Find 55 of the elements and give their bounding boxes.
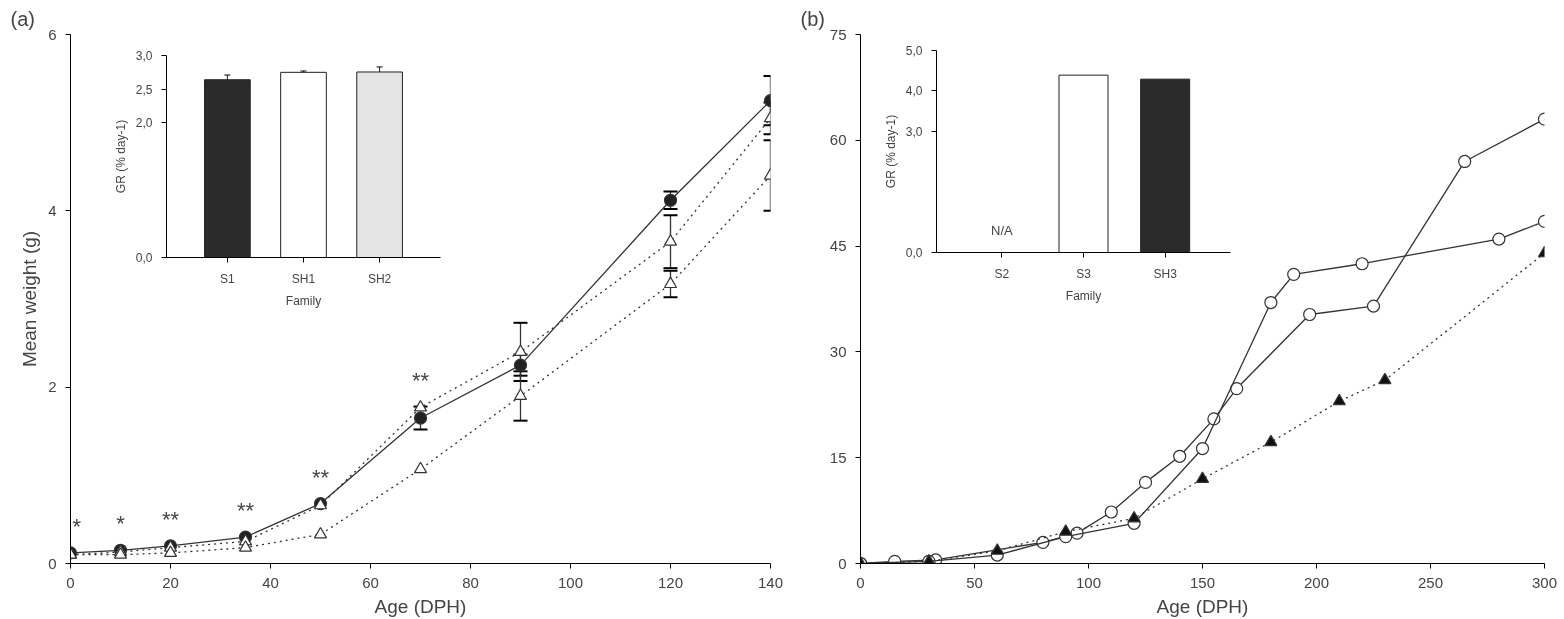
x-tick-label: 300 — [1531, 573, 1558, 591]
y-tick-label: 2 — [48, 378, 57, 396]
x-tick-label: 120 — [657, 573, 684, 591]
y-tick-label: 6 — [48, 25, 57, 43]
x-tick-label: 20 — [162, 573, 179, 591]
x-tick-label: 80 — [462, 573, 479, 591]
x-axis-title: Family — [1065, 288, 1102, 303]
y-tick-label: 2,5 — [135, 82, 153, 97]
x-tick-label: 60 — [362, 573, 379, 591]
x-axis-title: Age (DPH) — [374, 595, 467, 617]
x-tick-label: 140 — [757, 573, 784, 591]
y-tick-label: 2,0 — [135, 116, 153, 131]
x-tick-label: 100 — [557, 573, 584, 591]
annotation: ** — [411, 368, 430, 394]
annotation: ** — [161, 506, 180, 532]
x-tick-label: SH1 — [291, 271, 316, 286]
y-tick-label: 15 — [829, 448, 847, 466]
y-axis-title: GR (% day-1) — [883, 114, 898, 189]
x-tick-label: 200 — [1303, 573, 1330, 591]
y-tick-label: 3,0 — [905, 124, 923, 139]
x-tick-label: S2 — [994, 266, 1010, 281]
annotation: * — [116, 511, 126, 537]
x-axis-title: Age (DPH) — [1156, 595, 1249, 617]
y-tick-label: 4,0 — [905, 84, 923, 99]
chart-title: (b) — [800, 7, 825, 30]
y-tick-label: 45 — [829, 237, 847, 255]
x-tick-label: 50 — [966, 573, 983, 591]
y-axis-title: Mean weight (g) — [19, 230, 41, 368]
x-tick-label: SH2 — [367, 271, 392, 286]
y-tick-label: 4 — [48, 201, 57, 219]
y-tick-label: 0 — [838, 554, 847, 572]
annotation: N/A — [991, 223, 1013, 238]
annotation: * — [72, 513, 82, 539]
y-axis-title: GR (% day-1) — [113, 119, 128, 194]
x-tick-label: 100 — [1075, 573, 1102, 591]
x-tick-label: 40 — [262, 573, 279, 591]
chart-title: (a) — [10, 7, 35, 30]
x-tick-label: 150 — [1189, 573, 1216, 591]
x-axis-title: Family — [285, 293, 322, 308]
x-tick-label: S3 — [1076, 266, 1092, 281]
x-tick-label: 0 — [66, 573, 75, 591]
x-tick-label: 250 — [1417, 573, 1444, 591]
annotation: ** — [236, 498, 255, 524]
y-tick-label: 60 — [829, 131, 847, 149]
y-tick-label: 3,0 — [135, 49, 153, 63]
y-tick-label: 5,0 — [905, 44, 923, 58]
y-tick-label: 0 — [48, 554, 57, 572]
y-tick-label: 30 — [829, 342, 847, 360]
y-tick-label: 0,0 — [135, 251, 153, 265]
x-tick-label: S1 — [220, 271, 236, 286]
x-tick-label: 0 — [856, 573, 865, 591]
x-tick-label: SH3 — [1153, 266, 1178, 281]
y-tick-label: 75 — [829, 25, 847, 43]
y-tick-label: 0,0 — [905, 246, 923, 260]
annotation: ** — [311, 464, 330, 490]
